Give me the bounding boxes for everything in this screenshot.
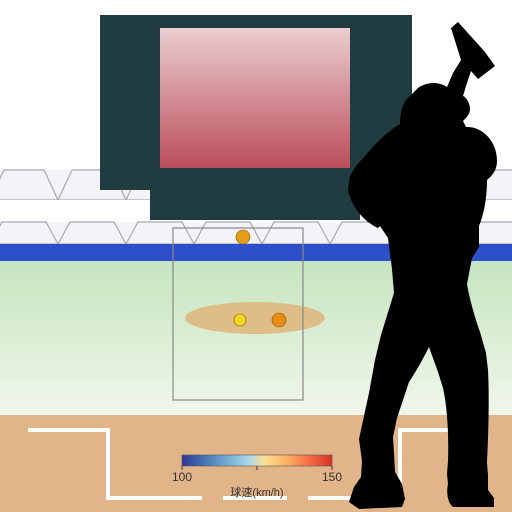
pitch-marker xyxy=(236,230,250,244)
colorbar-tick-label: 150 xyxy=(322,470,342,484)
colorbar-tick-label: 100 xyxy=(172,470,192,484)
pitch-marker xyxy=(234,314,246,326)
pitch-marker xyxy=(272,313,286,327)
pitch-location-chart: 100 150 球速(km/h) xyxy=(0,0,512,512)
colorbar-axis-label: 球速(km/h) xyxy=(230,485,283,499)
